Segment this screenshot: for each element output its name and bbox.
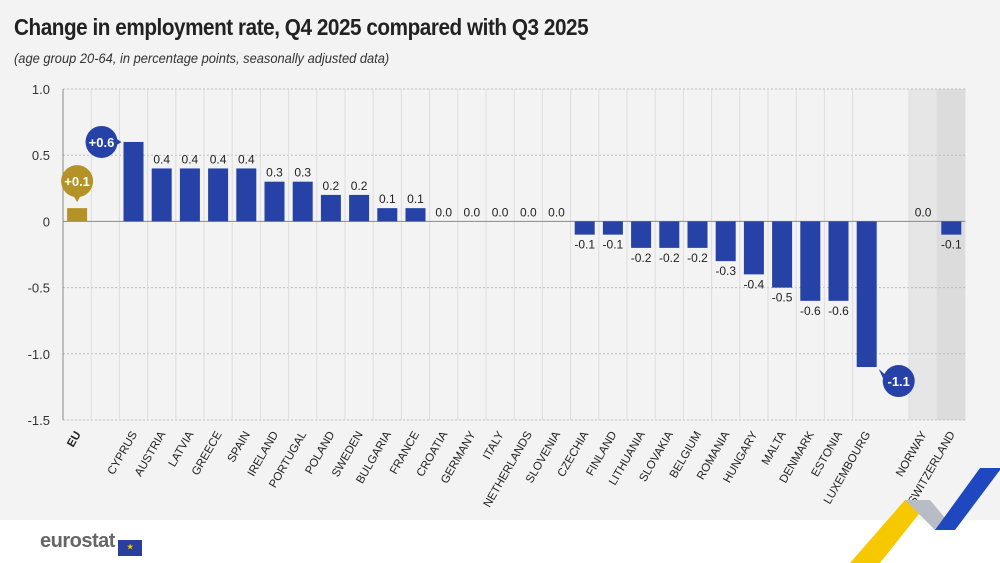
data-label: 0.0 xyxy=(520,205,537,219)
bar xyxy=(236,168,257,222)
data-label: 0.3 xyxy=(294,166,311,180)
data-label: -0.4 xyxy=(744,277,765,291)
data-label: -0.5 xyxy=(772,291,793,305)
bar xyxy=(264,181,285,222)
x-tick-label: LATVIA xyxy=(167,429,197,469)
bar xyxy=(151,168,172,222)
data-label: -0.1 xyxy=(574,238,595,252)
y-tick-label: -0.5 xyxy=(28,281,50,296)
y-tick-label: -1.5 xyxy=(28,413,50,428)
bar xyxy=(602,221,623,235)
bar xyxy=(320,194,341,222)
bar xyxy=(631,221,652,248)
data-label: -0.2 xyxy=(631,251,652,265)
chart-title: Change in employment rate, Q4 2025 compa… xyxy=(14,14,589,40)
data-label: 0.4 xyxy=(153,152,170,166)
bar xyxy=(659,221,680,248)
data-label: 0.1 xyxy=(379,192,396,206)
bar xyxy=(574,221,595,235)
data-label: -1.1 xyxy=(887,374,909,389)
data-label: +0.6 xyxy=(89,135,115,150)
bar xyxy=(687,221,708,248)
data-label: +0.1 xyxy=(64,174,90,189)
bar xyxy=(377,208,398,222)
x-tick-label: ITALY xyxy=(481,429,507,461)
bar xyxy=(67,208,88,222)
data-label: 0.4 xyxy=(182,152,199,166)
callout-bubble xyxy=(61,165,94,198)
x-tick-label: MALTA xyxy=(760,429,789,467)
data-label: 0.0 xyxy=(548,205,565,219)
bar xyxy=(743,221,764,275)
data-label: 0.1 xyxy=(407,192,424,206)
data-label: 0.4 xyxy=(210,152,227,166)
data-label: 0.4 xyxy=(238,152,255,166)
bar xyxy=(179,168,200,222)
y-tick-label: -1.0 xyxy=(28,347,50,362)
eu-flag-icon: ★ xyxy=(117,540,142,556)
bar xyxy=(800,221,821,301)
data-label: 0.3 xyxy=(266,166,283,180)
data-label: -0.3 xyxy=(715,264,736,278)
callout-bubble xyxy=(85,125,118,158)
bar xyxy=(715,221,736,262)
bar xyxy=(856,221,877,368)
y-tick-label: 1.0 xyxy=(32,82,50,97)
data-label: -0.2 xyxy=(659,251,680,265)
bar xyxy=(123,141,144,222)
bar xyxy=(208,168,229,222)
efta-shade xyxy=(909,89,938,420)
bar xyxy=(405,208,426,222)
ribbon-decoration xyxy=(850,500,930,563)
efta-shade xyxy=(937,89,966,420)
data-label: 0.0 xyxy=(435,205,452,219)
data-label: 0.0 xyxy=(464,205,481,219)
callout-bubble xyxy=(882,365,915,398)
x-tick-label: EU xyxy=(65,430,83,450)
data-label: -0.6 xyxy=(800,304,821,318)
data-label: -0.2 xyxy=(687,251,708,265)
y-tick-label: 0.5 xyxy=(32,148,50,163)
bar xyxy=(828,221,849,301)
logo-text: eurostat xyxy=(40,530,115,552)
chart-subtitle: (age group 20-64, in percentage points, … xyxy=(14,50,390,66)
bar xyxy=(292,181,313,222)
data-label: -0.6 xyxy=(828,304,849,318)
y-tick-label: 0 xyxy=(43,214,50,229)
data-label: 0.0 xyxy=(492,205,509,219)
x-tick-label: SPAIN xyxy=(226,430,253,465)
bar xyxy=(772,221,793,288)
data-label: 0.2 xyxy=(323,179,340,193)
data-label: -0.1 xyxy=(941,238,962,252)
ribbon-decoration xyxy=(935,468,1000,530)
bar xyxy=(349,194,370,222)
data-label: 0.0 xyxy=(915,205,932,219)
bar xyxy=(941,221,962,235)
eurostat-logo: eurostat ★ xyxy=(40,530,142,556)
data-label: -0.1 xyxy=(603,238,624,252)
data-label: 0.2 xyxy=(351,179,368,193)
